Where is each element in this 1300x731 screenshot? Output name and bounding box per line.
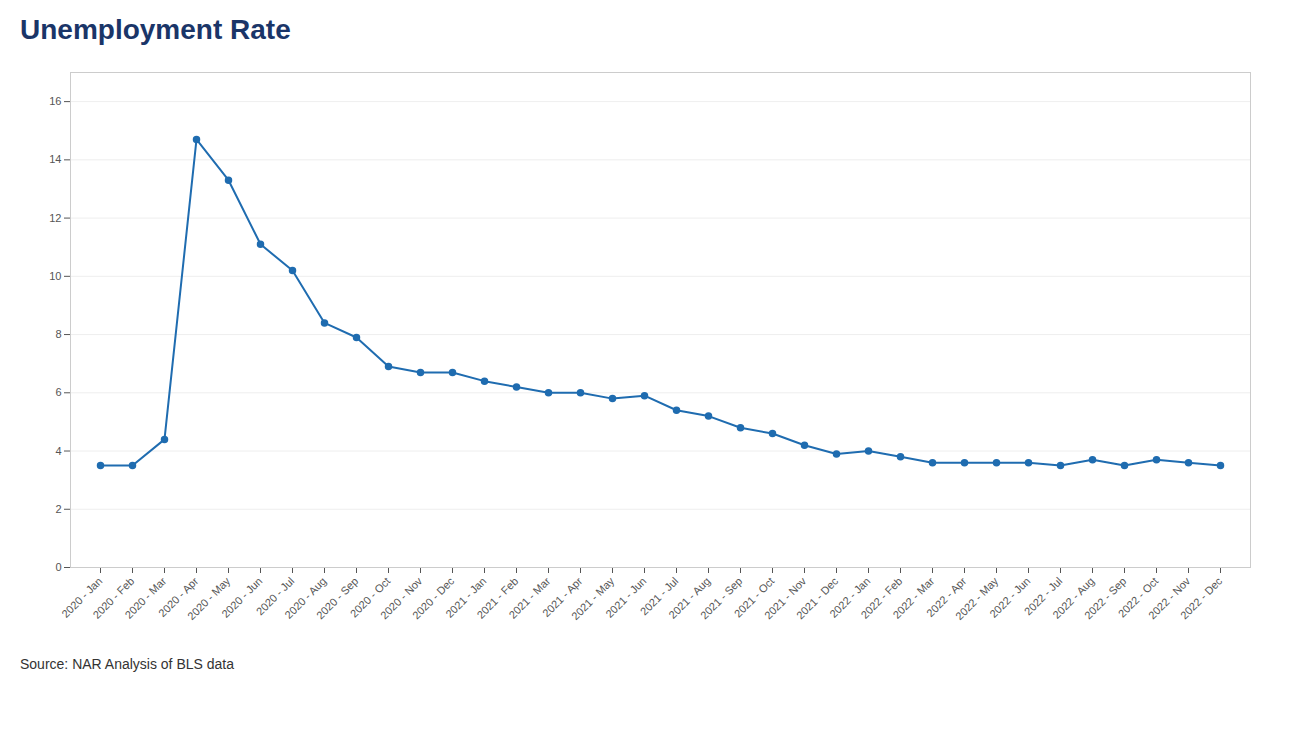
svg-text:2022 - May: 2022 - May: [953, 574, 1001, 623]
svg-text:2022 - Nov: 2022 - Nov: [1145, 574, 1193, 622]
svg-text:2020 - Mar: 2020 - Mar: [122, 574, 169, 621]
svg-text:2022 - Aug: 2022 - Aug: [1050, 574, 1097, 621]
html-text:Source: NAR Analysis of BLS da: Source: NAR Analysis of BLS data: [20, 656, 234, 672]
svg-text:2020 - Jul: 2020 - Jul: [253, 574, 297, 618]
svg-text:2022 - Apr: 2022 - Apr: [924, 574, 969, 620]
svg-text:2021 - Nov: 2021 - Nov: [761, 574, 809, 622]
svg-text:2021 - Jul: 2021 - Jul: [637, 574, 681, 618]
svg-text:2020 - Apr: 2020 - Apr: [156, 574, 201, 620]
svg-text:6: 6: [55, 386, 61, 398]
svg-text:2020 - May: 2020 - May: [185, 574, 233, 623]
svg-text:2020 - Jan: 2020 - Jan: [59, 574, 105, 620]
svg-text:2022 - Sep: 2022 - Sep: [1081, 574, 1129, 622]
svg-text:2021 - May: 2021 - May: [569, 574, 617, 623]
svg-text:8: 8: [55, 328, 61, 340]
svg-text:2021 - Feb: 2021 - Feb: [474, 574, 521, 621]
svg-text:2020 - Nov: 2020 - Nov: [377, 574, 425, 622]
svg-text:2022 - Jun: 2022 - Jun: [987, 574, 1033, 620]
svg-text:2021 - Dec: 2021 - Dec: [793, 574, 841, 622]
svg-text:2022 - Oct: 2022 - Oct: [1115, 574, 1161, 620]
svg-text:2020 - Aug: 2020 - Aug: [282, 574, 329, 621]
svg-text:10: 10: [49, 270, 61, 282]
svg-text:2: 2: [55, 503, 61, 515]
svg-text:2020 - Jun: 2020 - Jun: [219, 574, 265, 620]
svg-text:2021 - Sep: 2021 - Sep: [697, 574, 745, 622]
svg-text:16: 16: [49, 95, 61, 107]
svg-text:2022 - Feb: 2022 - Feb: [858, 574, 905, 621]
svg-text:2020 - Sep: 2020 - Sep: [313, 574, 361, 622]
svg-text:2021 - Mar: 2021 - Mar: [506, 574, 553, 621]
svg-text:2022 - Jul: 2022 - Jul: [1021, 574, 1065, 618]
html-text:Unemployment Rate: Unemployment Rate: [20, 14, 291, 45]
svg-text:14: 14: [49, 153, 61, 165]
svg-text:2022 - Jan: 2022 - Jan: [827, 574, 873, 620]
svg-text:4: 4: [55, 445, 61, 457]
svg-text:2021 - Jan: 2021 - Jan: [443, 574, 489, 620]
svg-text:2022 - Dec: 2022 - Dec: [1178, 574, 1225, 621]
svg-text:12: 12: [49, 212, 61, 224]
svg-text:2020 - Oct: 2020 - Oct: [347, 574, 393, 620]
svg-text:2021 - Apr: 2021 - Apr: [540, 574, 585, 620]
svg-text:2021 - Aug: 2021 - Aug: [666, 574, 713, 621]
svg-text:2022 - Mar: 2022 - Mar: [890, 574, 937, 621]
svg-text:2021 - Oct: 2021 - Oct: [731, 574, 777, 620]
svg-text:2020 - Feb: 2020 - Feb: [90, 574, 137, 621]
svg-text:2020 - Dec: 2020 - Dec: [409, 574, 457, 622]
svg-text:2021 - Jun: 2021 - Jun: [603, 574, 649, 620]
svg-text:0: 0: [55, 561, 61, 573]
